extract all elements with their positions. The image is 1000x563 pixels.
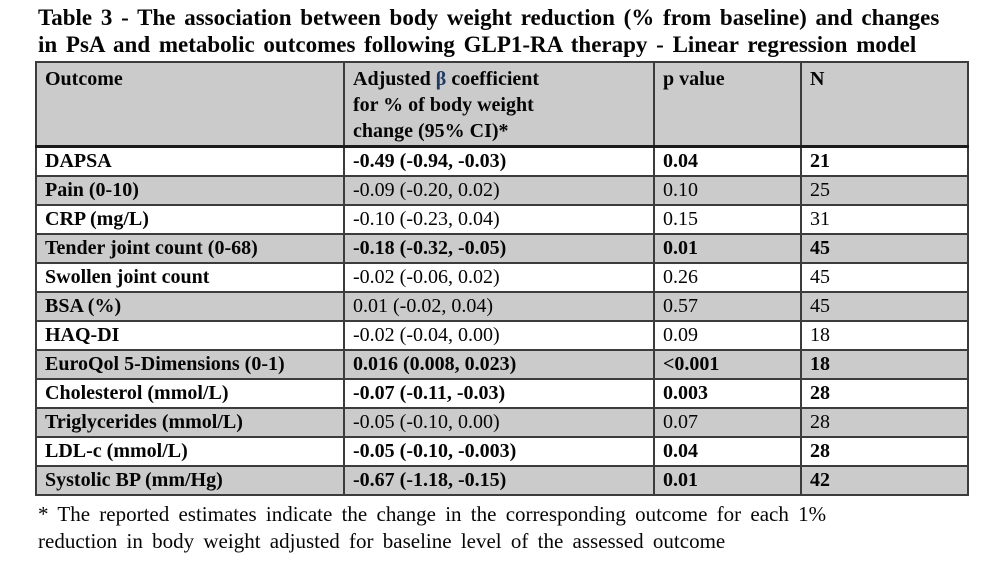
pvalue-cell: 0.01 xyxy=(653,465,802,496)
results-table: Outcome Adjusted β coefficient for % of … xyxy=(35,61,969,496)
table-row: Pain (0-10) -0.09 (-0.20, 0.02) 0.10 25 xyxy=(35,175,969,206)
pvalue-cell: 0.07 xyxy=(653,407,802,438)
table-row: DAPSA -0.49 (-0.94, -0.03) 0.04 21 xyxy=(35,145,969,177)
pvalue-cell: 0.10 xyxy=(653,175,802,206)
table-row: Tender joint count (0-68) -0.18 (-0.32, … xyxy=(35,233,969,264)
pvalue-cell: <0.001 xyxy=(653,349,802,380)
n-cell: 45 xyxy=(800,291,969,322)
coefficient-header-pre: Adjusted xyxy=(353,68,436,90)
n-cell: 28 xyxy=(800,407,969,438)
outcome-cell: Systolic BP (mm/Hg) xyxy=(35,465,345,496)
table-row: HAQ-DI -0.02 (-0.04, 0.00) 0.09 18 xyxy=(35,320,969,351)
col-header-n: N xyxy=(800,61,969,148)
table-footnote: * The reported estimates indicate the ch… xyxy=(38,502,827,553)
outcome-cell: HAQ-DI xyxy=(35,320,345,351)
table-row: Triglycerides (mmol/L) -0.05 (-0.10, 0.0… xyxy=(35,407,969,438)
n-cell: 31 xyxy=(800,204,969,235)
coefficient-cell: -0.67 (-1.18, -0.15) xyxy=(343,465,655,496)
outcome-cell: CRP (mg/L) xyxy=(35,204,345,235)
coefficient-cell: -0.02 (-0.04, 0.00) xyxy=(343,320,655,351)
n-cell: 45 xyxy=(800,262,969,293)
outcome-cell: EuroQol 5-Dimensions (0-1) xyxy=(35,349,345,380)
n-cell: 42 xyxy=(800,465,969,496)
pvalue-cell: 0.57 xyxy=(653,291,802,322)
table-row: Systolic BP (mm/Hg) -0.67 (-1.18, -0.15)… xyxy=(35,465,969,496)
pvalue-cell: 0.01 xyxy=(653,233,802,264)
pvalue-cell: 0.09 xyxy=(653,320,802,351)
outcome-cell: Triglycerides (mmol/L) xyxy=(35,407,345,438)
coefficient-cell: -0.05 (-0.10, 0.00) xyxy=(343,407,655,438)
outcome-cell: Pain (0-10) xyxy=(35,175,345,206)
table-row: EuroQol 5-Dimensions (0-1) 0.016 (0.008,… xyxy=(35,349,969,380)
pvalue-cell: 0.003 xyxy=(653,378,802,409)
n-cell: 25 xyxy=(800,175,969,206)
col-header-outcome: Outcome xyxy=(35,61,345,148)
coefficient-cell: -0.05 (-0.10, -0.003) xyxy=(343,436,655,467)
table-row: LDL-c (mmol/L) -0.05 (-0.10, -0.003) 0.0… xyxy=(35,436,969,467)
pvalue-cell: 0.15 xyxy=(653,204,802,235)
coefficient-cell: 0.016 (0.008, 0.023) xyxy=(343,349,655,380)
n-cell: 28 xyxy=(800,378,969,409)
header-row: Outcome Adjusted β coefficient for % of … xyxy=(35,61,969,148)
pvalue-cell: 0.04 xyxy=(653,436,802,467)
pvalue-cell: 0.04 xyxy=(653,145,802,177)
coefficient-cell: -0.18 (-0.32, -0.05) xyxy=(343,233,655,264)
table-row: CRP (mg/L) -0.10 (-0.23, 0.04) 0.15 31 xyxy=(35,204,969,235)
n-cell: 18 xyxy=(800,320,969,351)
outcome-cell: LDL-c (mmol/L) xyxy=(35,436,345,467)
outcome-cell: DAPSA xyxy=(35,145,345,177)
coefficient-cell: -0.07 (-0.11, -0.03) xyxy=(343,378,655,409)
outcome-cell: Cholesterol (mmol/L) xyxy=(35,378,345,409)
outcome-cell: BSA (%) xyxy=(35,291,345,322)
table-row: Cholesterol (mmol/L) -0.07 (-0.11, -0.03… xyxy=(35,378,969,409)
outcome-cell: Swollen joint count xyxy=(35,262,345,293)
coefficient-cell: -0.49 (-0.94, -0.03) xyxy=(343,145,655,177)
pvalue-cell: 0.26 xyxy=(653,262,802,293)
col-header-pvalue: p value xyxy=(653,61,802,148)
coefficient-cell: -0.09 (-0.20, 0.02) xyxy=(343,175,655,206)
table-row: BSA (%) 0.01 (-0.02, 0.04) 0.57 45 xyxy=(35,291,969,322)
n-cell: 45 xyxy=(800,233,969,264)
coefficient-cell: -0.02 (-0.06, 0.02) xyxy=(343,262,655,293)
coefficient-cell: 0.01 (-0.02, 0.04) xyxy=(343,291,655,322)
n-cell: 21 xyxy=(800,145,969,177)
coefficient-header-post: coefficient for % of body weight change … xyxy=(353,68,540,142)
n-cell: 18 xyxy=(800,349,969,380)
n-cell: 28 xyxy=(800,436,969,467)
table-title: Table 3 - The association between body w… xyxy=(38,5,940,57)
beta-symbol: β xyxy=(435,68,447,90)
table-row: Swollen joint count -0.02 (-0.06, 0.02) … xyxy=(35,262,969,293)
outcome-cell: Tender joint count (0-68) xyxy=(35,233,345,264)
coefficient-cell: -0.10 (-0.23, 0.04) xyxy=(343,204,655,235)
col-header-coefficient: Adjusted β coefficient for % of body wei… xyxy=(343,61,655,148)
